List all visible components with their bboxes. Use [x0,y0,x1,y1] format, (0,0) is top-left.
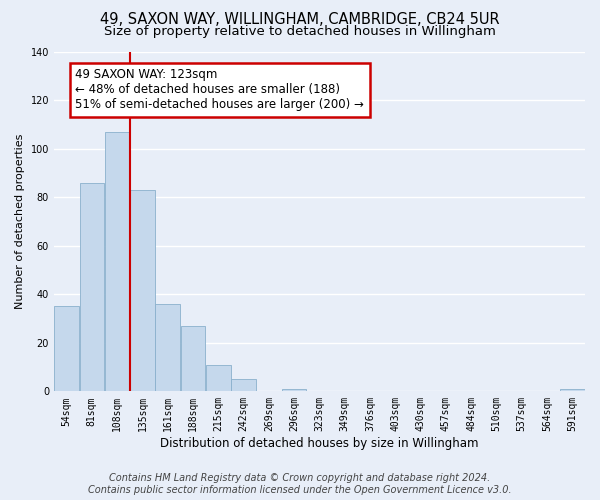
X-axis label: Distribution of detached houses by size in Willingham: Distribution of detached houses by size … [160,437,479,450]
Bar [130,190,155,392]
Bar [80,182,104,392]
Y-axis label: Number of detached properties: Number of detached properties [15,134,25,309]
Text: Contains HM Land Registry data © Crown copyright and database right 2024.
Contai: Contains HM Land Registry data © Crown c… [88,474,512,495]
Text: 49 SAXON WAY: 123sqm
← 48% of detached houses are smaller (188)
51% of semi-deta: 49 SAXON WAY: 123sqm ← 48% of detached h… [76,68,364,112]
Bar [282,389,307,392]
Bar [232,379,256,392]
Bar [181,326,205,392]
Bar [155,304,180,392]
Text: 49, SAXON WAY, WILLINGHAM, CAMBRIDGE, CB24 5UR: 49, SAXON WAY, WILLINGHAM, CAMBRIDGE, CB… [100,12,500,28]
Bar [560,389,584,392]
Bar [54,306,79,392]
Text: Size of property relative to detached houses in Willingham: Size of property relative to detached ho… [104,25,496,38]
Bar [206,364,230,392]
Bar [105,132,130,392]
